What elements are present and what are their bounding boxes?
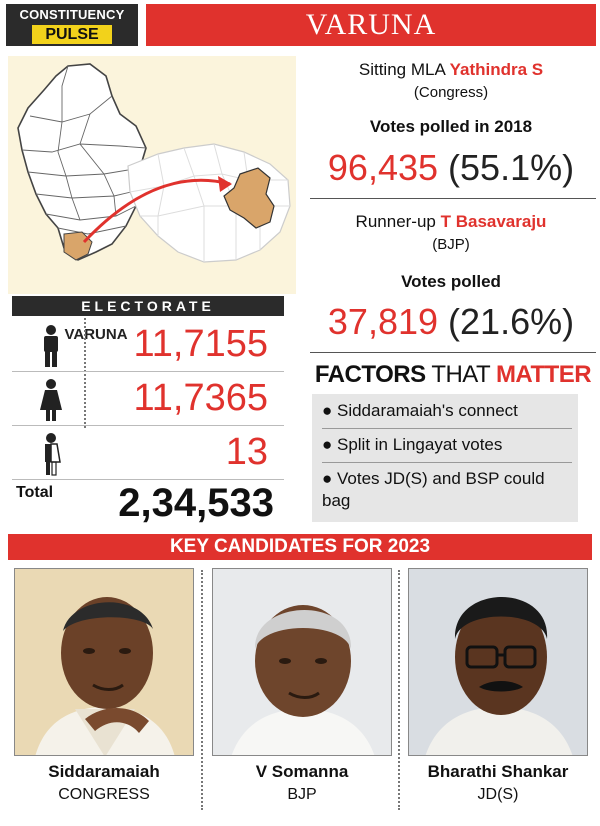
factor-item: ● Siddaramaiah's connect (322, 401, 518, 420)
factors-heading: FACTORS THAT MATTER (310, 360, 596, 390)
electorate-total-value: 2,34,533 (118, 481, 274, 525)
sitting-mla-name: Yathindra S (449, 60, 544, 79)
sitting-mla-party: (Congress) (413, 84, 489, 101)
candidate-party-siddaramaiah: CONGRESS (58, 786, 150, 803)
runner-up-votes-line: 37,819 (21.6%) (306, 300, 596, 344)
candidate-name-bharathi-shankar: Bharathi Shankar (427, 762, 569, 781)
electorate-divider (84, 318, 86, 428)
electorate-female-value: 11,7365 (133, 377, 268, 419)
badge-line-constituency: CONSTITUENCY (19, 7, 125, 22)
electorate-heading: ELECTORATE (12, 296, 284, 316)
divider-sitting (310, 198, 596, 199)
male-icon (44, 325, 58, 367)
electorate-male-value: 11,7155 (133, 323, 268, 365)
factors-heading-word1: FACTORS (314, 361, 426, 388)
constituency-pulse-badge: CONSTITUENCY PULSE (6, 4, 138, 46)
factor-divider (322, 462, 572, 463)
electorate-total-label: Total (16, 484, 54, 501)
candidate-name-v-somanna: V Somanna (255, 762, 349, 781)
candidate-name-siddaramaiah: Siddaramaiah (48, 762, 160, 781)
candidate-photo-bharathi-shankar (408, 568, 588, 756)
candidate-divider (398, 570, 400, 810)
runner-up-prefix: Runner-up (355, 212, 441, 231)
sitting-votes-line: 96,435 (55.1%) (306, 146, 596, 190)
divider-runner-up (310, 352, 596, 353)
votes-polled-2018-heading: Votes polled in 2018 (369, 117, 533, 136)
key-candidates-heading: KEY CANDIDATES FOR 2023 (8, 534, 592, 560)
factor-item: ● Votes JD(S) and BSP could bag (322, 469, 545, 510)
runner-up-party: (BJP) (432, 236, 470, 253)
sitting-mla-prefix: Sitting MLA (358, 60, 450, 79)
female-icon (40, 379, 62, 421)
candidate-party-v-somanna: BJP (287, 786, 317, 803)
candidate-divider (201, 570, 203, 810)
sitting-votes-percent: (55.1%) (448, 147, 575, 188)
factor-divider (322, 428, 572, 429)
electorate-transgender-value: 13 (225, 431, 268, 473)
candidate-photo-v-somanna (212, 568, 392, 756)
electorate-row-transgender: 13 (12, 426, 284, 480)
electorate-row-female: 11,7365 (12, 372, 284, 426)
votes-polled-heading: Votes polled (401, 272, 501, 291)
runner-up-name: T Basavaraju (440, 212, 547, 231)
badge-line-pulse: PULSE (32, 25, 112, 44)
factors-box: ● Siddaramaiah's connect ● Split in Ling… (312, 394, 578, 522)
karnataka-map-icon (17, 63, 291, 263)
factors-heading-word2: THAT (425, 361, 496, 388)
sitting-mla-line: Sitting MLA Yathindra S (316, 60, 586, 80)
constituency-title: VARUNA (146, 4, 596, 46)
factor-item: ● Split in Lingayat votes (322, 435, 503, 454)
runner-up-votes-value: 37,819 (327, 301, 439, 342)
transgender-icon (45, 433, 61, 476)
portrait-icon (213, 569, 391, 755)
map-varuna-label: VARUNA (64, 326, 128, 343)
runner-up-votes-percent: (21.6%) (448, 301, 575, 342)
candidate-party-bharathi-shankar: JD(S) (477, 786, 519, 803)
factors-heading-word3: MATTER (495, 361, 592, 388)
runner-up-line: Runner-up T Basavaraju (316, 212, 586, 232)
portrait-icon (409, 569, 587, 755)
candidate-photo-siddaramaiah (14, 568, 194, 756)
sitting-votes-value: 96,435 (327, 147, 439, 188)
portrait-icon (15, 569, 193, 755)
karnataka-map-panel: VARUNA (8, 56, 296, 343)
electorate-row-male: 11,7155 (12, 318, 284, 372)
